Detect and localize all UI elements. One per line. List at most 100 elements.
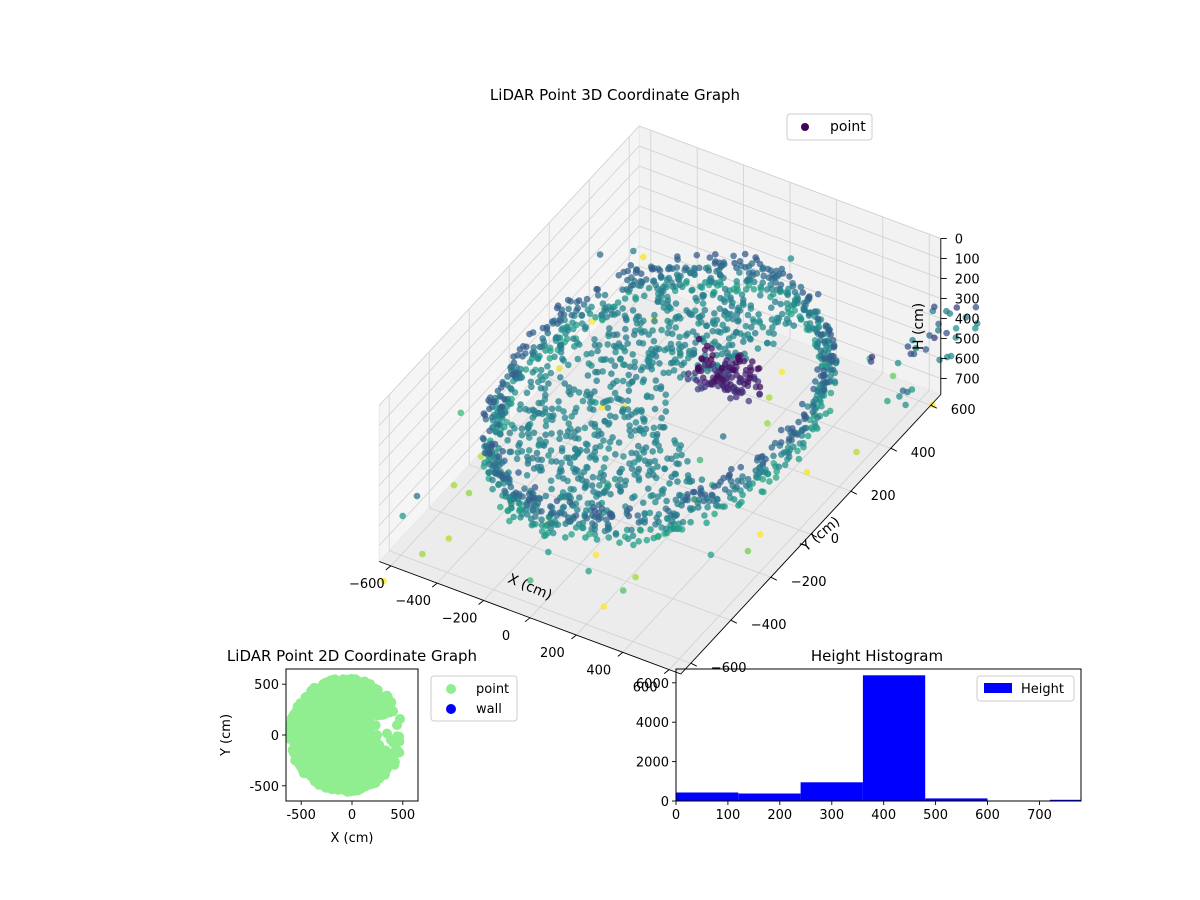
grid-line-z-side	[378, 145, 640, 426]
point-3d	[778, 368, 786, 376]
point-3d	[538, 521, 546, 529]
point-2d	[343, 774, 354, 785]
point-3d	[698, 355, 705, 362]
histogram-bar	[800, 782, 863, 801]
point-3d	[481, 411, 489, 419]
point-3d	[557, 349, 565, 356]
point-3d	[558, 447, 566, 455]
point-3d	[660, 369, 667, 377]
point-3d	[724, 315, 731, 322]
point-3d	[771, 298, 779, 306]
point-3d	[764, 339, 771, 347]
point-3d	[827, 331, 834, 338]
point-3d	[675, 273, 682, 281]
point-3d	[677, 349, 684, 357]
point-3d	[787, 255, 795, 262]
point-3d	[497, 503, 504, 511]
point-2d	[315, 749, 326, 760]
point-3d	[537, 463, 545, 471]
point-3d	[542, 532, 549, 539]
point-3d	[651, 317, 658, 325]
point-3d	[762, 455, 769, 463]
point-3d	[548, 405, 556, 413]
point-3d	[665, 369, 672, 377]
point-3d	[510, 513, 517, 521]
point-3d	[480, 463, 488, 470]
point-2d	[344, 691, 355, 702]
point-3d	[605, 445, 612, 452]
point-3d	[619, 377, 627, 385]
point-3d	[594, 292, 602, 299]
point-3d	[718, 350, 726, 358]
point-3d	[568, 311, 576, 319]
y-tick-label-3d: 200	[871, 489, 896, 504]
point-3d	[716, 305, 724, 313]
point-3d	[676, 281, 684, 289]
point-3d	[972, 303, 980, 311]
point-3d	[804, 403, 812, 410]
point-3d	[765, 394, 773, 401]
point-2d	[361, 697, 372, 708]
point-3d	[534, 354, 542, 362]
point-3d	[727, 381, 734, 388]
point-2d	[339, 677, 350, 688]
point-3d	[813, 425, 821, 432]
point-3d	[774, 286, 781, 293]
point-3d	[637, 366, 645, 374]
point-3d	[581, 424, 589, 432]
point-3d	[567, 390, 574, 398]
point-3d	[649, 492, 656, 499]
point-3d	[727, 294, 734, 301]
point-3d	[656, 447, 664, 454]
point-3d	[501, 457, 508, 465]
point-2d	[354, 702, 365, 713]
point-3d	[723, 326, 731, 333]
x-tick-label-3d: 0	[502, 629, 510, 644]
point-3d	[517, 514, 524, 521]
point-3d	[708, 380, 715, 387]
point-3d	[820, 372, 827, 379]
point-3d	[694, 385, 702, 393]
point-3d	[645, 472, 652, 479]
point-3d	[785, 319, 793, 326]
point-3d	[658, 326, 665, 334]
point-3d	[574, 304, 581, 312]
point-3d	[756, 260, 764, 268]
point-3d	[739, 299, 747, 307]
point-3d	[733, 483, 740, 491]
point-3d	[487, 398, 494, 406]
point-3d	[596, 491, 603, 498]
point-3d	[772, 319, 779, 326]
point-3d	[610, 380, 617, 387]
point-3d	[543, 417, 550, 425]
ticks-2d: -500 0 500 -500 0 500	[249, 678, 415, 823]
y-tick-label-hist: 2000	[636, 756, 669, 771]
point-3d	[598, 311, 605, 318]
point-3d	[635, 476, 643, 484]
point-2d	[382, 692, 393, 703]
point-3d	[496, 431, 504, 438]
point-3d	[736, 258, 744, 265]
point-3d	[953, 304, 961, 311]
point-3d	[553, 497, 561, 505]
point-3d	[511, 425, 518, 432]
point-3d	[684, 375, 692, 383]
histogram-bar	[862, 675, 926, 801]
point-3d	[943, 307, 950, 315]
point-3d	[759, 323, 767, 331]
point-3d	[562, 330, 569, 337]
point-3d	[788, 302, 796, 310]
point-3d	[755, 365, 763, 372]
point-3d	[506, 517, 513, 525]
point-3d	[645, 461, 652, 468]
point-3d	[684, 491, 691, 498]
point-3d	[677, 492, 685, 500]
point-3d	[399, 512, 407, 520]
point-3d	[766, 478, 773, 485]
point-3d	[707, 551, 715, 559]
point-3d	[666, 480, 673, 487]
point-3d	[508, 500, 515, 508]
point-3d	[695, 320, 702, 327]
point-3d	[952, 334, 960, 341]
